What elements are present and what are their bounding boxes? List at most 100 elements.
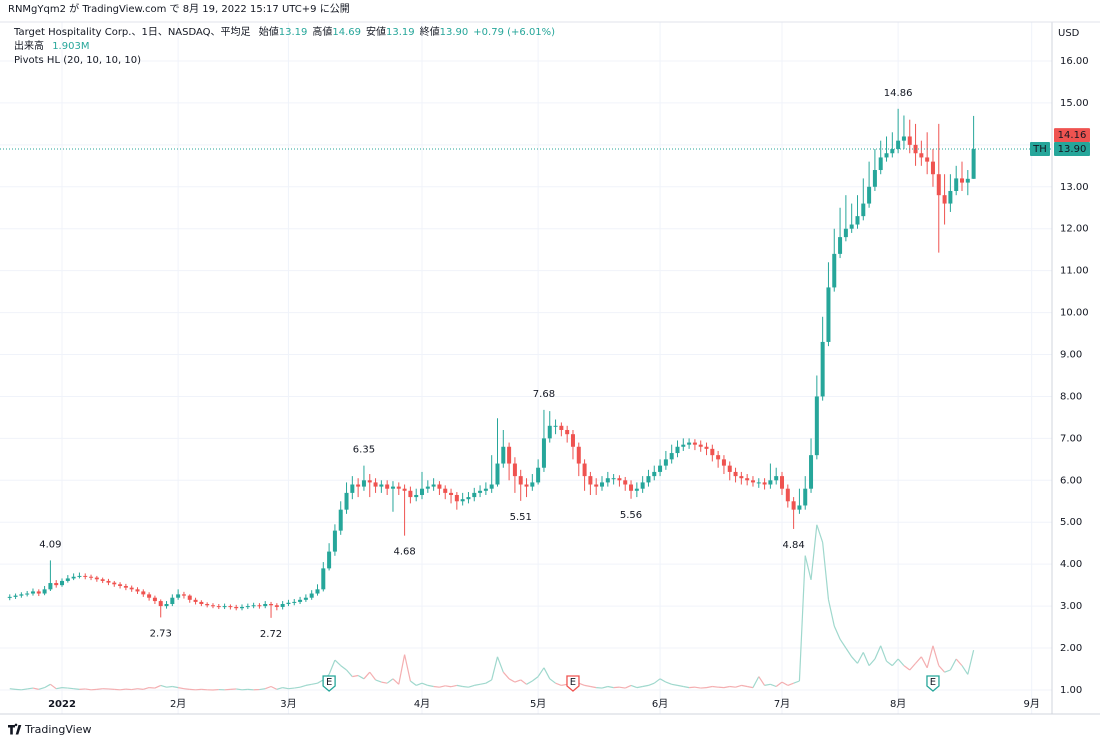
candle-body — [489, 484, 494, 489]
volume-segment — [386, 678, 394, 684]
volume-value: 1.903M — [52, 41, 90, 52]
price-tag-label: 13.90 — [1058, 144, 1087, 155]
candle-body — [890, 149, 895, 154]
volume-segment — [131, 688, 138, 691]
volume-segment — [381, 681, 388, 684]
volume-segment — [712, 685, 719, 688]
x-tick-label: 5月 — [530, 698, 546, 710]
candle-body — [716, 455, 721, 460]
candle-body — [605, 478, 610, 483]
volume-segment — [317, 679, 324, 684]
symbol-name: Target Hospitality Corp.、1日、NASDAQ、平均足 — [14, 27, 251, 38]
candle-body — [809, 455, 814, 489]
y-tick-label: 15.00 — [1060, 98, 1089, 109]
candle-body — [553, 425, 558, 427]
candle-body — [356, 484, 361, 487]
price-tag — [1054, 142, 1090, 157]
pivot-low-label: 5.51 — [510, 512, 532, 523]
volume-segment — [729, 685, 736, 688]
candle-body — [780, 476, 785, 489]
volume-segment — [804, 555, 812, 580]
candle-body — [164, 604, 169, 607]
volume-segment — [502, 671, 510, 680]
candle-body — [350, 484, 355, 493]
volume-segment — [694, 686, 701, 689]
candle-body — [861, 203, 866, 217]
pivot-high-label: 14.86 — [884, 88, 913, 99]
candle-body — [292, 601, 297, 603]
candle-body — [512, 463, 517, 477]
volume-segment — [404, 654, 411, 682]
volume-segment — [810, 524, 818, 580]
candle-body — [536, 467, 541, 483]
candle-body — [495, 463, 500, 485]
volume-segment — [741, 684, 748, 688]
candle-body — [199, 601, 204, 605]
candle-body — [634, 488, 639, 491]
candle-body — [907, 136, 912, 145]
legend-label: 安値 — [366, 27, 387, 38]
candle-body — [698, 444, 703, 447]
volume-segment — [915, 656, 922, 664]
volume-segment — [781, 681, 789, 686]
volume-segment — [659, 678, 667, 683]
candle-body — [820, 341, 825, 397]
volume-segment — [410, 680, 417, 686]
candle-body — [181, 594, 186, 596]
pivot-low-label: 4.84 — [782, 540, 804, 551]
volume-segment — [462, 685, 469, 688]
candle-body — [141, 591, 146, 595]
volume-segment — [856, 652, 864, 664]
candle-body — [518, 476, 523, 485]
volume-segment — [862, 652, 870, 666]
volume-segment — [178, 687, 185, 690]
candle-body — [228, 606, 233, 608]
volume-segment — [143, 687, 150, 690]
candle-body — [437, 484, 442, 489]
volume-segment — [433, 685, 440, 688]
volume-segment — [369, 671, 377, 681]
volume-segment — [415, 682, 423, 686]
logo-mark — [8, 723, 22, 735]
candle-body — [878, 157, 883, 171]
volume-name: 出来高 — [14, 41, 44, 52]
y-tick-label: 5.00 — [1060, 517, 1082, 528]
volume-segment — [764, 683, 771, 686]
volume-segment — [874, 645, 882, 660]
candle-body — [42, 589, 47, 594]
volume-segment — [683, 685, 690, 689]
y-tick-label: 6.00 — [1060, 475, 1082, 486]
volume-segment — [450, 684, 457, 688]
publish-note: RNMgYqm2 が TradingView.com で 8月 19, 2022… — [8, 4, 350, 15]
candle-body — [257, 605, 262, 607]
candle-body — [797, 505, 802, 510]
candle-body — [948, 190, 953, 204]
candle-body — [425, 486, 430, 489]
volume-segment — [445, 685, 452, 688]
legend-value: 13.19 — [278, 27, 308, 38]
candle-body — [733, 471, 738, 477]
volume-layer — [9, 524, 975, 691]
legend-value: 13.90 — [439, 27, 469, 38]
candle-body — [472, 492, 477, 498]
candle-body — [379, 484, 384, 487]
candle-body — [919, 153, 924, 158]
candle-body — [327, 551, 332, 569]
volume-segment — [485, 679, 492, 684]
y-tick-label: 7.00 — [1060, 433, 1082, 444]
candle-body — [338, 509, 343, 531]
candle-body — [263, 604, 268, 607]
volume-segment — [311, 682, 318, 685]
candle-body — [669, 453, 674, 460]
candle-body — [524, 484, 529, 487]
candle-body — [750, 480, 755, 483]
volume-segment — [514, 679, 521, 683]
candle-body — [216, 606, 221, 608]
volume-segment — [357, 674, 365, 680]
symbol-tag — [1030, 142, 1050, 157]
y-tick-label: 3.00 — [1060, 601, 1082, 612]
volume-segment — [607, 685, 614, 689]
y-tick-label: 1.00 — [1060, 685, 1082, 696]
legend: Target Hospitality Corp.、1日、NASDAQ、平均足 始… — [14, 26, 555, 40]
y-tick-label: 13.00 — [1060, 182, 1089, 193]
